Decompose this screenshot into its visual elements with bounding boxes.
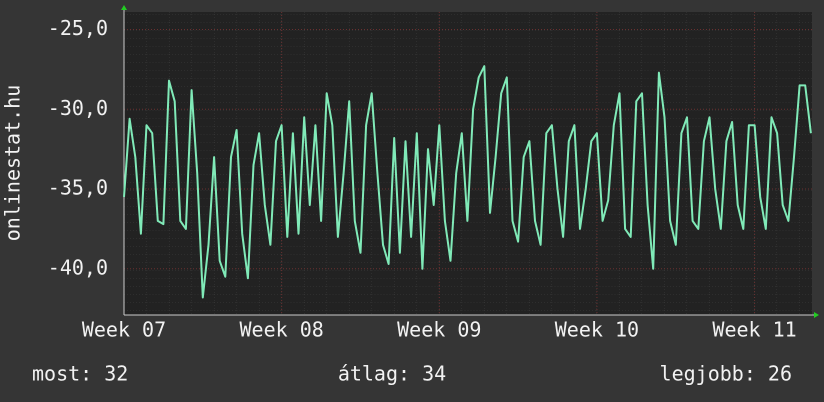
y-tick-label: -35,0	[48, 176, 108, 200]
data-line	[123, 65, 812, 299]
y-axis-label: onlinestat.hu	[1, 85, 25, 242]
x-tick-label: Week 11	[712, 318, 796, 342]
footer-stat: átlag: 34	[338, 362, 446, 386]
footer-stat: most: 32	[32, 362, 128, 386]
axis-arrow	[814, 312, 819, 318]
y-tick-label: -25,0	[48, 16, 108, 40]
x-tick-label: Week 09	[397, 318, 481, 342]
x-tick-label: Week 10	[555, 318, 639, 342]
y-tick-label: -30,0	[48, 96, 108, 120]
axis-arrow	[121, 5, 127, 10]
plot-area	[124, 12, 812, 315]
x-tick-label: Week 07	[82, 318, 166, 342]
y-tick-label: -40,0	[48, 255, 108, 279]
x-tick-label: Week 08	[239, 318, 323, 342]
footer-stat: legjobb: 26	[660, 362, 792, 386]
